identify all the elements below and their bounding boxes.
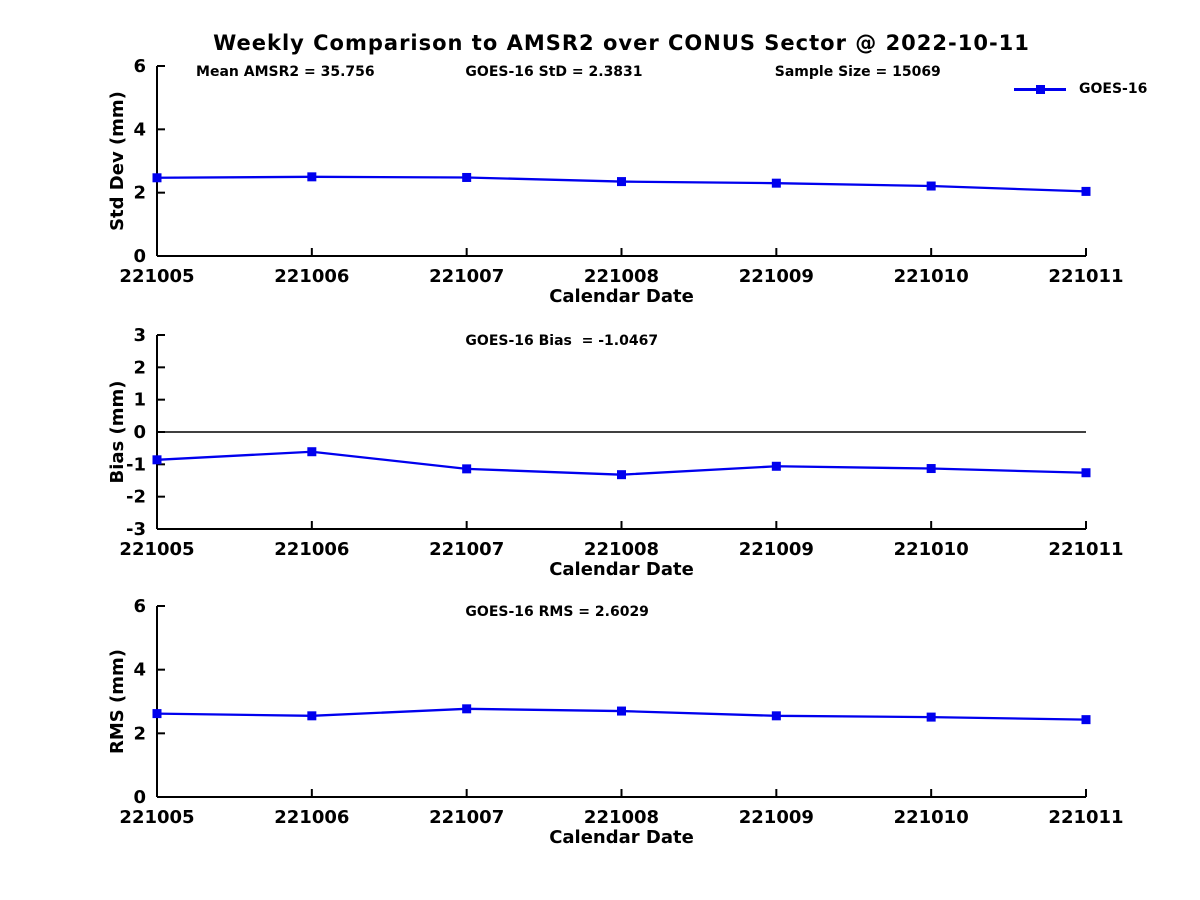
x-axis-label: Calendar Date: [549, 286, 694, 307]
data-point-marker: [307, 711, 317, 721]
data-point-marker: [152, 709, 162, 719]
data-point-marker: [462, 464, 472, 474]
data-point-marker: [152, 455, 162, 465]
x-tick-label: 221011: [1048, 807, 1123, 828]
y-tick-label: 2: [133, 723, 146, 744]
x-tick-label: 221009: [739, 807, 814, 828]
y-tick-label: 0: [133, 422, 146, 443]
y-tick-label: 3: [133, 325, 146, 346]
x-tick-label: 221007: [429, 807, 504, 828]
x-tick-label: 221010: [894, 266, 969, 287]
y-tick-label: 4: [133, 660, 146, 681]
y-tick-label: 0: [133, 246, 146, 267]
data-point-marker: [617, 470, 626, 480]
data-point-marker: [462, 172, 472, 182]
legend: GOES-16: [1014, 81, 1147, 97]
y-tick-label: 6: [133, 56, 146, 77]
y-tick-label: 2: [133, 183, 146, 204]
x-tick-label: 221011: [1048, 266, 1123, 287]
x-tick-label: 221008: [584, 539, 659, 560]
x-tick-label: 221008: [584, 266, 659, 287]
legend-line-sample: [1014, 84, 1066, 94]
chart-panel-std-dev: 0 2 4 6 221005 221006 221007 221008 221009 221010…: [107, 56, 1124, 307]
y-tick-label: 6: [133, 596, 146, 617]
chart-panel-rms: 0 2 4 6 221005 221006 221007 221008 221009 221010…: [107, 596, 1124, 848]
data-point-marker: [617, 177, 626, 187]
y-tick-label: 4: [133, 119, 146, 140]
y-tick-label: -2: [126, 487, 146, 508]
annotation: Sample Size = 15069: [775, 64, 941, 80]
x-tick-label: 221011: [1048, 539, 1123, 560]
y-axis-label: Std Dev (mm): [107, 91, 128, 231]
y-tick-label: -3: [126, 519, 146, 540]
x-axis-label: Calendar Date: [549, 559, 694, 580]
data-point-marker: [926, 181, 936, 191]
x-tick-label: 221010: [894, 539, 969, 560]
y-tick-label: 2: [133, 357, 146, 378]
x-tick-label: 221005: [119, 807, 194, 828]
data-point-marker: [771, 711, 781, 721]
annotation: GOES-16 RMS = 2.6029: [465, 604, 649, 620]
data-point-marker: [926, 712, 936, 722]
annotation: GOES-16 StD = 2.3831: [465, 64, 642, 80]
data-point-marker: [462, 704, 472, 714]
data-point-marker: [1081, 715, 1091, 725]
data-point-marker: [771, 461, 781, 471]
x-tick-label: 221006: [274, 539, 349, 560]
x-tick-label: 221008: [584, 807, 659, 828]
x-tick-label: 221005: [119, 266, 194, 287]
y-tick-label: -1: [126, 454, 146, 475]
figure-title: Weekly Comparison to AMSR2 over CONUS Se…: [213, 31, 1030, 55]
data-point-marker: [771, 178, 781, 188]
data-point-marker: [307, 172, 317, 182]
legend-square-marker-icon: [1036, 84, 1045, 94]
data-point-marker: [1081, 186, 1091, 196]
legend-label: GOES-16: [1079, 81, 1148, 97]
x-tick-label: 221007: [429, 266, 504, 287]
data-point-marker: [152, 173, 162, 183]
data-point-marker: [307, 447, 317, 457]
data-point-marker: [617, 706, 626, 716]
x-tick-label: 221009: [739, 266, 814, 287]
x-tick-label: 221010: [894, 807, 969, 828]
annotation: Mean AMSR2 = 35.756: [196, 64, 375, 80]
x-tick-label: 221006: [274, 807, 349, 828]
y-tick-label: 1: [133, 390, 146, 411]
x-axis-label: Calendar Date: [549, 827, 694, 848]
annotation: GOES-16 Bias = -1.0467: [465, 333, 658, 349]
y-axis-label: Bias (mm): [107, 381, 128, 484]
chart-panel-bias: -3 -2 -1 0 1 2 3 221005 221006 221007 221008 221009…: [107, 325, 1124, 580]
y-axis-label: RMS (mm): [107, 649, 128, 754]
data-point-marker: [926, 464, 936, 474]
x-tick-label: 221006: [274, 266, 349, 287]
x-tick-label: 221005: [119, 539, 194, 560]
data-point-marker: [1081, 468, 1091, 478]
x-tick-label: 221009: [739, 539, 814, 560]
y-tick-label: 0: [133, 787, 146, 808]
x-tick-label: 221007: [429, 539, 504, 560]
